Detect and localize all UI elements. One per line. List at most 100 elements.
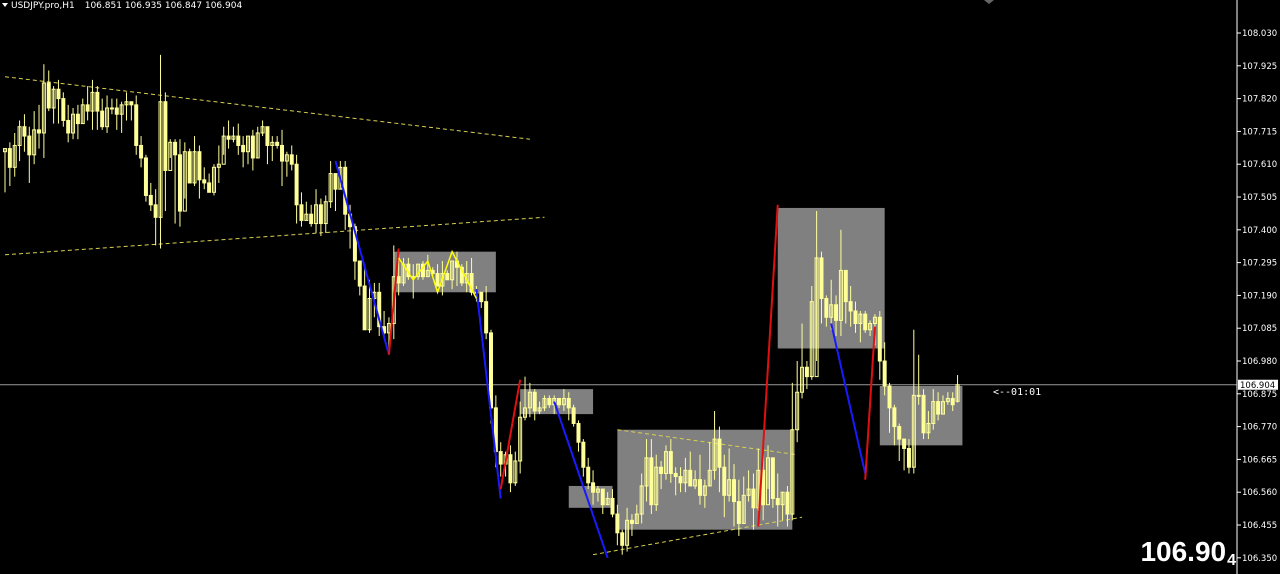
- candle-body: [280, 144, 285, 162]
- price-tick-label: 106.980: [1242, 357, 1277, 367]
- candle-body: [202, 179, 207, 184]
- candle-body: [85, 104, 90, 112]
- candle-body: [902, 438, 907, 449]
- candle-body: [819, 257, 824, 300]
- candle-body: [469, 273, 474, 293]
- candle-body: [508, 454, 513, 484]
- candle-body: [109, 107, 114, 110]
- candle-body: [513, 460, 518, 484]
- candle-body: [751, 488, 756, 509]
- candle-body: [926, 422, 931, 434]
- ohlc-values: 106.851 106.935 106.847 106.904: [84, 1, 243, 11]
- candle-body: [863, 313, 868, 331]
- price-tick-label: 107.715: [1242, 127, 1277, 137]
- candle-body: [41, 82, 46, 134]
- candle-body: [697, 479, 702, 496]
- candle-body: [192, 151, 197, 184]
- candle-body: [309, 213, 314, 225]
- candle-body: [318, 204, 323, 225]
- impulse-up-line: [757, 204, 779, 527]
- candle-body: [498, 451, 503, 465]
- impulse-down-line: [830, 323, 867, 474]
- candle-body: [518, 416, 523, 462]
- candle-body: [911, 394, 916, 468]
- dashed-trendline: [4, 216, 545, 256]
- candle-body: [615, 513, 620, 534]
- candle-body: [712, 438, 717, 471]
- dashed-trendline: [617, 429, 798, 456]
- candle-body: [868, 323, 873, 331]
- candle-body: [542, 397, 547, 409]
- candle-body: [809, 301, 814, 378]
- symbol-dropdown-icon[interactable]: [2, 3, 8, 7]
- candle-body: [56, 88, 61, 100]
- price-tick-label: 106.455: [1242, 521, 1277, 531]
- candle-body: [7, 148, 12, 168]
- price-tick-label: 106.350: [1242, 554, 1277, 564]
- candle-body: [722, 466, 727, 496]
- candle-body: [766, 457, 771, 506]
- candle-body: [27, 135, 32, 156]
- candle-body: [605, 497, 610, 506]
- candle-body: [576, 422, 581, 443]
- candle-body: [391, 276, 396, 325]
- candle-body: [445, 273, 450, 281]
- candle-body: [260, 126, 265, 134]
- candle-body: [197, 151, 202, 181]
- big-price-main: 106.90: [1140, 536, 1227, 567]
- candle-body: [241, 144, 246, 153]
- candle-body: [17, 126, 22, 146]
- price-tick-label: 107.925: [1242, 62, 1277, 72]
- candle-body: [702, 485, 707, 496]
- candle-body: [32, 129, 37, 156]
- candle-body: [216, 163, 221, 168]
- chart-header: USDJPY.pro,H1 106.851 106.935 106.847 106…: [0, 0, 242, 13]
- candle-body: [581, 441, 586, 468]
- candle-body: [610, 497, 615, 515]
- candle-body: [37, 129, 42, 134]
- candle-body: [367, 298, 372, 331]
- big-price-pip: 4: [1227, 552, 1236, 569]
- candle-body: [66, 119, 71, 134]
- supply-demand-zone: [879, 385, 963, 446]
- candle-body: [362, 285, 367, 331]
- candle-body: [600, 488, 605, 506]
- candle-body: [537, 407, 542, 412]
- candle-body: [625, 519, 630, 546]
- candle-body: [22, 126, 27, 137]
- candle-body: [134, 104, 139, 146]
- price-tick-label: 108.030: [1242, 29, 1277, 39]
- candle-body: [678, 476, 683, 484]
- candle-body: [858, 313, 863, 325]
- candle-body: [683, 469, 688, 484]
- candle-body: [780, 491, 785, 506]
- bar-countdown-timer: <--01:01: [993, 387, 1042, 398]
- zigzag-line: [398, 249, 478, 299]
- candle-body: [872, 316, 877, 325]
- candle-body: [644, 457, 649, 487]
- candle-body: [945, 397, 950, 403]
- candle-body: [620, 532, 625, 546]
- candle-body: [226, 135, 231, 140]
- candle-body: [586, 466, 591, 484]
- candle-body: [459, 266, 464, 284]
- candle-body: [357, 260, 362, 287]
- candle-body: [440, 273, 445, 287]
- candle-body: [557, 397, 562, 406]
- price-axis-panel: [1237, 0, 1280, 574]
- candle-body: [236, 135, 241, 146]
- candle-body: [591, 482, 596, 493]
- price-tick-label: 106.875: [1242, 390, 1277, 400]
- candle-body: [838, 269, 843, 321]
- candle-body: [153, 204, 158, 218]
- candle-body: [707, 469, 712, 487]
- candle-body: [561, 397, 566, 406]
- candle-body: [547, 397, 552, 406]
- candle-body: [732, 479, 736, 503]
- candle-body: [270, 141, 275, 146]
- candle-body: [119, 104, 124, 115]
- candle-body: [284, 154, 289, 162]
- candle-body: [800, 366, 805, 393]
- candle-body: [80, 104, 85, 125]
